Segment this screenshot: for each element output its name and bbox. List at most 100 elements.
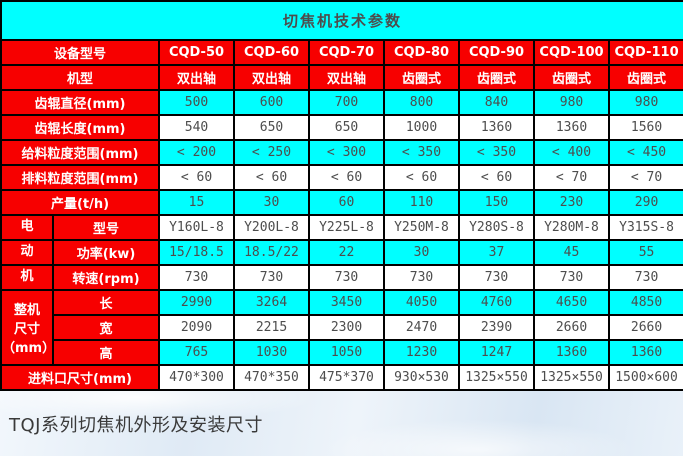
value-cell: 22: [308, 239, 385, 266]
row-label-cell: 长: [52, 289, 160, 316]
value-cell: 1360: [533, 339, 610, 366]
footer-caption: TQJ系列切焦机外形及安装尺寸: [9, 414, 263, 436]
value-cell: 齿圈式: [607, 64, 683, 91]
value-cell: < 250: [233, 139, 310, 166]
value-cell: 18.5/22: [233, 239, 310, 266]
value-cell: 980: [607, 89, 683, 116]
value-cell: 730: [158, 264, 235, 291]
value-cell: Y280M-8: [533, 214, 610, 241]
value-cell: 230: [533, 189, 610, 216]
row-overall-length: 整机 尺寸 （mm） 长 2990 3264 3450 4050 4760 46…: [0, 289, 683, 366]
value-cell: < 350: [383, 139, 460, 166]
value-cell: 4650: [533, 289, 610, 316]
value-cell: < 60: [458, 164, 535, 191]
value-cell: 1360: [458, 114, 535, 141]
value-cell: < 300: [308, 139, 385, 166]
row-label-cell: 排料粒度范围(mm): [0, 164, 160, 191]
value-cell: 1560: [607, 114, 683, 141]
value-cell: 730: [383, 264, 460, 291]
row-machine-type: 机型 双出轴 双出轴 双出轴 齿圈式 齿圈式 齿圈式 齿圈式: [0, 64, 683, 91]
row-label-cell: 设备型号: [0, 39, 160, 66]
row-label-cell: 型号: [52, 214, 160, 241]
value-cell: 730: [233, 264, 310, 291]
row-discharge-size: 排料粒度范围(mm) < 60 < 60 < 60 < 60 < 60 < 70…: [0, 164, 683, 191]
row-label-cell: 给料粒度范围(mm): [0, 139, 160, 166]
row-label-cell: 高: [52, 339, 160, 366]
row-motor-power: 动 功率(kw) 15/18.5 18.5/22 22 30 37 45 55: [0, 239, 683, 266]
row-label-cell: 功率(kw): [52, 239, 160, 266]
value-cell: 1247: [458, 339, 535, 366]
value-cell: 双出轴: [308, 64, 385, 91]
value-cell: CQD-70: [308, 39, 385, 66]
value-cell: 1030: [233, 339, 310, 366]
value-cell: 730: [533, 264, 610, 291]
row-motor-speed: 机 转速(rpm) 730 730 730 730 730 730 730: [0, 264, 683, 291]
value-cell: 3450: [308, 289, 385, 316]
value-cell: 1000: [383, 114, 460, 141]
value-cell: 2660: [533, 314, 610, 341]
value-cell: 30: [233, 189, 310, 216]
value-cell: Y200L-8: [233, 214, 310, 241]
table-title: 切焦机技术参数: [0, 0, 683, 41]
value-cell: 470*300: [158, 364, 235, 391]
value-cell: < 70: [607, 164, 683, 191]
value-cell: 30: [383, 239, 460, 266]
value-cell: 1230: [383, 339, 460, 366]
value-cell: 2300: [308, 314, 385, 341]
value-cell: CQD-60: [233, 39, 310, 66]
value-cell: 730: [458, 264, 535, 291]
value-cell: 700: [308, 89, 385, 116]
value-cell: 55: [607, 239, 683, 266]
value-cell: 2470: [383, 314, 460, 341]
value-cell: 650: [233, 114, 310, 141]
row-label-cell: 产量(t/h): [0, 189, 160, 216]
value-cell: 930×530: [383, 364, 460, 391]
value-cell: 4760: [458, 289, 535, 316]
value-cell: 3264: [233, 289, 310, 316]
value-cell: 15/18.5: [158, 239, 235, 266]
value-cell: CQD-90: [458, 39, 535, 66]
row-overall-height: 高 765 1030 1050 1230 1247 1360 1360: [1, 339, 683, 366]
value-cell: Y315S-8: [607, 214, 683, 241]
value-cell: 540: [158, 114, 235, 141]
value-cell: Y225L-8: [308, 214, 385, 241]
footer: TQJ系列切焦机外形及安装尺寸: [0, 391, 683, 456]
value-cell: 1325×550: [458, 364, 535, 391]
value-cell: 765: [158, 339, 235, 366]
value-cell: < 60: [308, 164, 385, 191]
row-label-cell: 机型: [0, 64, 160, 91]
value-cell: 470*350: [233, 364, 310, 391]
value-cell: 双出轴: [233, 64, 310, 91]
row-label-cell: 齿辊长度(mm): [0, 114, 160, 141]
value-cell: < 60: [233, 164, 310, 191]
value-cell: < 400: [533, 139, 610, 166]
row-label-cell: 转速(rpm): [52, 264, 160, 291]
value-cell: 730: [308, 264, 385, 291]
value-cell: Y280S-8: [458, 214, 535, 241]
value-cell: 45: [533, 239, 610, 266]
value-cell: 4050: [383, 289, 460, 316]
value-cell: 2090: [158, 314, 235, 341]
value-cell: 475*370: [308, 364, 385, 391]
value-cell: 800: [383, 89, 460, 116]
value-cell: 4850: [607, 289, 683, 316]
motor-group-label-cell: 动: [0, 239, 54, 266]
row-feed-size: 给料粒度范围(mm) < 200 < 250 < 300 < 350 < 350…: [0, 139, 683, 166]
value-cell: 980: [533, 89, 610, 116]
value-cell: 1360: [533, 114, 610, 141]
value-cell: CQD-100: [533, 39, 610, 66]
value-cell: 2660: [607, 314, 683, 341]
value-cell: 齿圈式: [383, 64, 460, 91]
value-cell: 1500×600: [607, 364, 683, 391]
row-inlet-size: 进料口尺寸(mm) 470*300 470*350 475*370 930×53…: [0, 364, 683, 391]
value-cell: < 200: [158, 139, 235, 166]
table-title-row: 切焦机技术参数: [0, 0, 683, 41]
value-cell: < 60: [383, 164, 460, 191]
value-cell: Y160L-8: [158, 214, 235, 241]
spec-table: 切焦机技术参数 设备型号 CQD-50 CQD-60 CQD-70 CQD-80…: [0, 0, 683, 391]
value-cell: 730: [607, 264, 683, 291]
value-cell: 15: [158, 189, 235, 216]
row-device-model: 设备型号 CQD-50 CQD-60 CQD-70 CQD-80 CQD-90 …: [0, 39, 683, 66]
value-cell: 37: [458, 239, 535, 266]
value-cell: 290: [607, 189, 683, 216]
